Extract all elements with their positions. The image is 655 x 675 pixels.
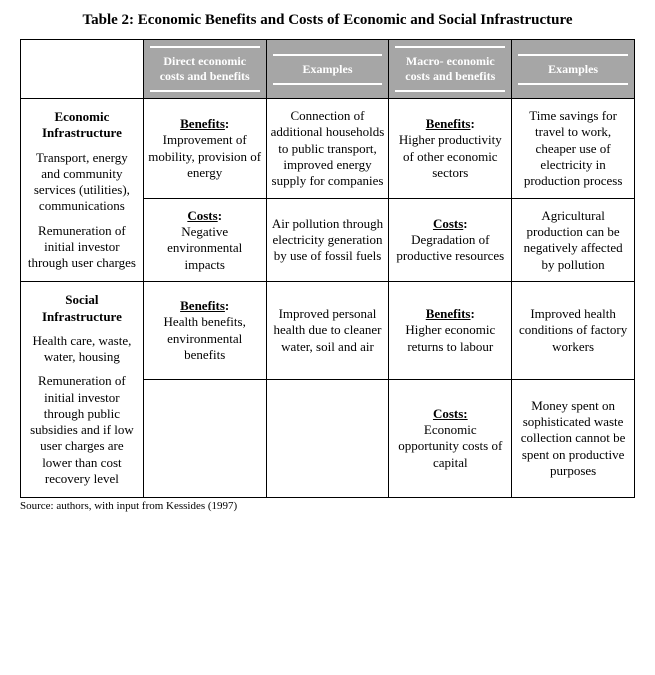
rowhead-economic: Economic Infrastructure Transport, energ… [21, 99, 144, 282]
rowhead-title: Social Infrastructure [27, 292, 137, 325]
rowhead-title: Economic Infrastructure [27, 109, 137, 142]
label: Benefits [180, 298, 225, 313]
cell-text: Health benefits, environmental benefits [164, 314, 246, 362]
source-line: Source: authors, with input from Kesside… [20, 500, 635, 512]
cell-ex1: Connection of additional households to p… [266, 99, 389, 199]
cell-text: Improvement of mobility, provision of en… [148, 132, 261, 180]
cell-text: Higher productivity of other economic se… [399, 132, 502, 180]
cell-macro: Costs: Economic opportunity costs of cap… [389, 379, 512, 497]
cell-macro: Costs: Degradation of productive resourc… [389, 199, 512, 282]
cell-direct-empty [143, 379, 266, 497]
rowhead-body: Remuneration of initial investor through… [27, 223, 137, 272]
cell-direct: Benefits: Health benefits, environmental… [143, 282, 266, 380]
cell-ex1: Air pollution through electricity genera… [266, 199, 389, 282]
cell-ex2: Time savings for travel to work, cheaper… [512, 99, 635, 199]
header-macro: Macro- economic costs and benefits [389, 40, 512, 99]
cell-macro: Benefits: Higher economic returns to lab… [389, 282, 512, 380]
header-examples-2: Examples [512, 40, 635, 99]
cell-ex1-empty [266, 379, 389, 497]
label: Benefits [426, 306, 471, 321]
cell-macro: Benefits: Higher productivity of other e… [389, 99, 512, 199]
cell-text: Economic opportunity costs of capital [398, 422, 502, 470]
table-row: Economic Infrastructure Transport, energ… [21, 99, 635, 199]
label: Costs: [433, 406, 468, 421]
cell-text: Negative environmental impacts [167, 224, 242, 272]
table-row: Social Infrastructure Health care, waste… [21, 282, 635, 380]
label: Benefits [180, 116, 225, 131]
cell-text: Degradation of productive resources [396, 232, 504, 263]
label: Costs [433, 216, 463, 231]
cell-direct: Benefits: Improvement of mobility, provi… [143, 99, 266, 199]
header-direct: Direct economic costs and benefits [143, 40, 266, 99]
label: Benefits [426, 116, 471, 131]
header-examples-1: Examples [266, 40, 389, 99]
cell-ex2: Money spent on sophisticated waste colle… [512, 379, 635, 497]
label: Costs [187, 208, 217, 223]
cell-direct: Costs: Negative environmental impacts [143, 199, 266, 282]
cell-ex2: Improved health conditions of factory wo… [512, 282, 635, 380]
cell-text: Higher economic returns to labour [405, 322, 495, 353]
rowhead-body: Remuneration of initial investor through… [27, 373, 137, 487]
cell-ex1: Improved personal health due to cleaner … [266, 282, 389, 380]
rowhead-body: Transport, energy and community services… [27, 150, 137, 215]
benefits-costs-table: Direct economic costs and benefits Examp… [20, 39, 635, 498]
rowhead-social: Social Infrastructure Health care, waste… [21, 282, 144, 498]
cell-ex2: Agricultural production can be negativel… [512, 199, 635, 282]
table-title: Table 2: Economic Benefits and Costs of … [20, 12, 635, 29]
header-blank [21, 40, 144, 99]
rowhead-body: Health care, waste, water, housing [27, 333, 137, 366]
